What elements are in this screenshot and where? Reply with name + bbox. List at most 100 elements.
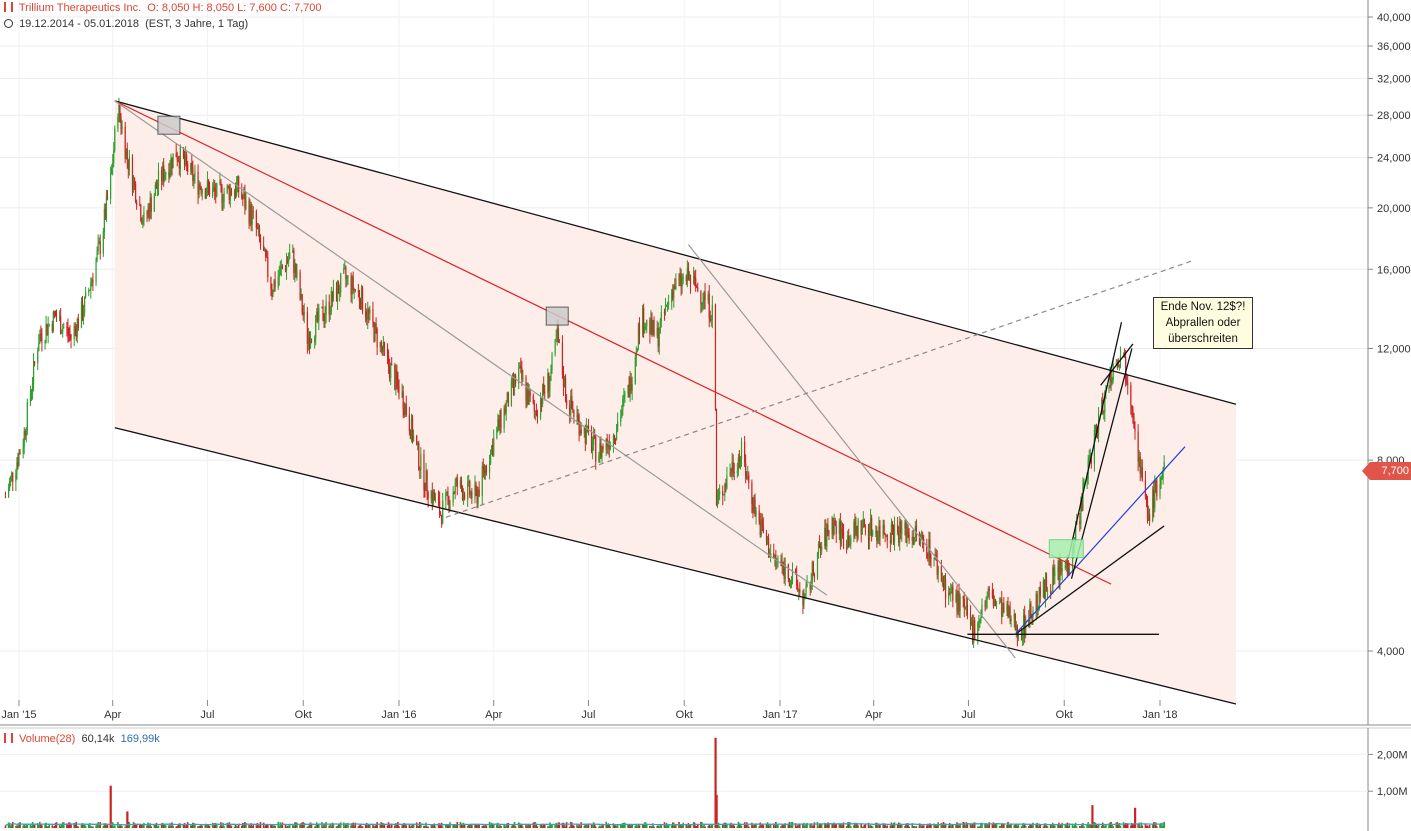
candle-body (682, 276, 684, 279)
volume-bar (600, 826, 602, 828)
volume-bar (1133, 824, 1135, 828)
candle-body (594, 435, 596, 438)
candle-body (1080, 499, 1082, 525)
volume-bar (236, 826, 239, 828)
candle-body (105, 195, 108, 219)
volume-bar (856, 822, 858, 828)
volume-bar (933, 823, 935, 828)
volume-bar (731, 825, 733, 828)
volume-bar (390, 823, 393, 828)
volume-bar (99, 821, 102, 828)
volume-bar (307, 826, 310, 828)
volume-bar (163, 824, 166, 828)
candle-body (46, 324, 48, 336)
volume-bar (1089, 825, 1092, 828)
volume-bar (291, 823, 294, 828)
candle-body (955, 594, 957, 601)
candle-body (629, 377, 631, 398)
candle-body (207, 180, 210, 187)
candle-body (289, 252, 291, 259)
volume-bar (230, 825, 233, 828)
candle-body (360, 287, 363, 309)
candle-body (242, 198, 244, 200)
candle-body (416, 435, 418, 445)
volume-bar (670, 825, 673, 828)
volume-bar (755, 823, 757, 828)
volume-bar (1151, 823, 1154, 828)
candle-body (736, 471, 738, 473)
volume-bar (874, 822, 877, 828)
candle-body (550, 369, 552, 381)
volume-bar (1161, 826, 1163, 828)
volume-bar (286, 825, 289, 828)
candle-body (520, 366, 522, 368)
volume-bar (344, 825, 346, 828)
candle-body (19, 452, 21, 454)
volume-bar (957, 823, 959, 828)
candle-body (249, 204, 251, 224)
volume-bar (372, 824, 374, 828)
volume-bar (774, 825, 776, 828)
volume-bar (481, 825, 484, 828)
volume-bar (189, 825, 192, 828)
volume-bar (346, 823, 348, 828)
candle-body (622, 398, 624, 411)
volume-bar (629, 824, 631, 828)
volume-bar (1148, 824, 1151, 828)
candle-body (83, 297, 86, 314)
volume-bar (233, 826, 236, 828)
candle-body (273, 280, 275, 292)
volume-bar (1081, 823, 1083, 828)
candle-body (824, 527, 826, 546)
volume-bar (904, 825, 906, 828)
candle-body (441, 515, 443, 524)
candle-body (725, 483, 727, 488)
volume-bar (339, 822, 342, 828)
volume-bar (74, 823, 77, 828)
candle-body (708, 293, 710, 319)
candle-body (607, 443, 609, 447)
candle-body (988, 588, 990, 591)
volume-bar (556, 824, 559, 828)
volume-bar (148, 825, 150, 828)
volume-bar (361, 826, 364, 828)
volume-bar (229, 824, 232, 828)
candle-body (294, 263, 296, 274)
volume-bar (616, 825, 619, 828)
candle-body (964, 607, 966, 609)
candle-body (1014, 613, 1016, 631)
candle-body (315, 315, 317, 339)
volume-bar (666, 825, 669, 828)
volume-bar (228, 822, 231, 828)
volume-spike (109, 785, 112, 828)
volume-bar (620, 823, 623, 828)
candle-body (678, 278, 680, 280)
volume-bar (40, 824, 42, 828)
candle-body (82, 313, 85, 319)
candle-body (234, 191, 237, 196)
volume-bar (125, 825, 128, 828)
candle-body (279, 267, 281, 275)
volume-bar (475, 824, 477, 828)
candle-body (330, 291, 332, 312)
candle-body (112, 162, 114, 169)
volume-bar (1140, 822, 1143, 828)
volume-bar (564, 826, 567, 828)
volume-bar (819, 824, 822, 828)
volume-bar (839, 823, 842, 828)
candle-body (366, 317, 368, 320)
candle-body (827, 524, 829, 531)
volume-bar (635, 823, 638, 828)
volume-bar (1152, 822, 1155, 828)
marker-box-gray-1 (157, 115, 181, 135)
candle-body (1013, 613, 1015, 620)
time-tick-label: Okt (1056, 709, 1073, 721)
candle-body (1124, 354, 1126, 357)
candle-body (817, 544, 820, 554)
candle-body (16, 462, 18, 474)
candle-body (593, 435, 595, 445)
volume-bar (1064, 824, 1067, 828)
candle-body (139, 205, 141, 207)
volume-bar (380, 822, 383, 828)
volume-bar (901, 825, 903, 828)
